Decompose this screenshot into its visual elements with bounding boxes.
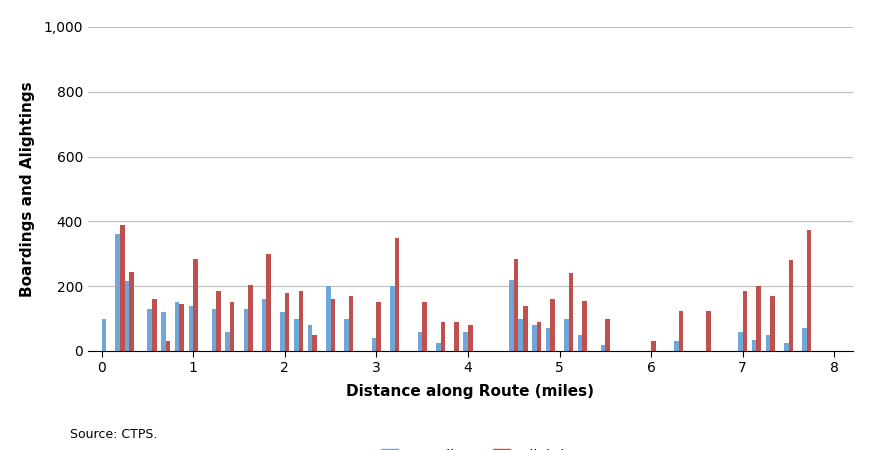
Bar (125, 281, 129, 351)
Bar (756, 286, 760, 351)
Bar (440, 322, 444, 351)
Bar (651, 341, 655, 351)
Bar (522, 306, 527, 351)
Bar (229, 302, 234, 351)
Bar (435, 343, 440, 351)
Bar (161, 312, 166, 351)
Bar (119, 225, 125, 351)
Bar (307, 325, 312, 351)
Bar (421, 302, 427, 351)
Bar (678, 310, 682, 351)
Bar (513, 259, 518, 351)
Bar (179, 304, 184, 351)
Bar (577, 335, 582, 351)
Bar (266, 254, 270, 351)
Bar (802, 328, 806, 351)
Bar (262, 299, 266, 351)
Bar (738, 332, 742, 351)
Bar (344, 319, 349, 351)
Bar (148, 309, 152, 351)
Bar (243, 309, 248, 351)
Bar (568, 273, 572, 351)
Bar (349, 296, 353, 351)
Bar (788, 260, 792, 351)
Bar (783, 343, 788, 351)
Bar (394, 238, 399, 351)
Bar (467, 325, 472, 351)
Bar (299, 291, 303, 351)
Bar (536, 322, 541, 351)
Bar (545, 328, 550, 351)
Bar (175, 302, 179, 351)
Bar (508, 280, 513, 351)
Bar (212, 309, 216, 351)
Y-axis label: Boardings and Alightings: Boardings and Alightings (20, 81, 35, 297)
Bar (376, 302, 380, 351)
Bar (293, 319, 299, 351)
Bar (371, 338, 376, 351)
Bar (454, 322, 458, 351)
Bar (312, 335, 316, 351)
Bar (193, 259, 198, 351)
Bar (102, 319, 106, 351)
Bar (705, 310, 710, 351)
Bar (326, 286, 330, 351)
Bar (600, 345, 605, 351)
Bar (765, 335, 769, 351)
Bar (463, 332, 467, 351)
Bar (390, 286, 394, 351)
Legend: Boardings, Alightings: Boardings, Alightings (381, 449, 589, 450)
X-axis label: Distance along Route (miles): Distance along Route (miles) (346, 384, 594, 399)
Bar (280, 312, 284, 351)
Bar (189, 306, 193, 351)
Bar (582, 301, 587, 351)
Bar (531, 325, 536, 351)
Bar (605, 319, 609, 351)
Bar (330, 299, 335, 351)
Bar (248, 284, 253, 351)
Bar (673, 341, 678, 351)
Bar (284, 292, 289, 351)
Bar (129, 272, 133, 351)
Bar (225, 332, 229, 351)
Bar (550, 299, 554, 351)
Bar (518, 319, 522, 351)
Bar (152, 299, 156, 351)
Bar (742, 291, 746, 351)
Bar (769, 296, 774, 351)
Bar (564, 319, 568, 351)
Bar (115, 234, 119, 351)
Bar (806, 230, 810, 351)
Bar (417, 332, 421, 351)
Bar (166, 341, 170, 351)
Bar (216, 291, 220, 351)
Text: Source: CTPS.: Source: CTPS. (70, 428, 157, 441)
Bar (751, 340, 756, 351)
